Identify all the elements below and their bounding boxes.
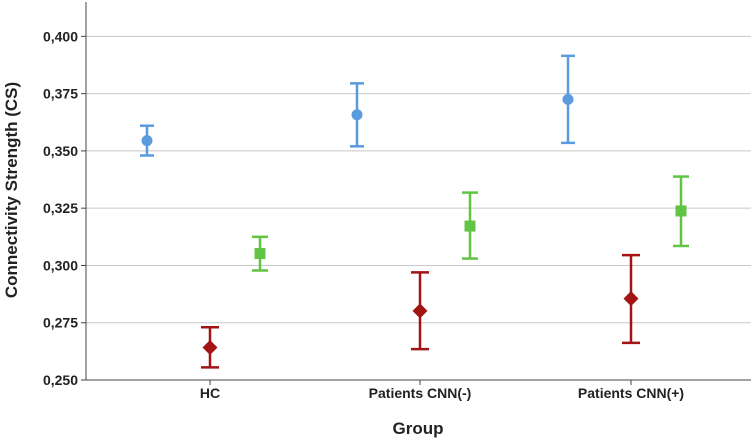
x-axis-title: Group xyxy=(393,419,444,438)
data-point-circle xyxy=(562,93,574,105)
data-point-square xyxy=(464,220,476,232)
x-category-label: Patients CNN(+) xyxy=(578,385,684,401)
series-circle xyxy=(140,54,575,157)
y-tick-labels: 0,250 0,275 0,300 0,325 0,350 0,375 0,400 xyxy=(43,28,78,388)
data-point-circle xyxy=(141,135,153,147)
series-diamond xyxy=(201,253,640,369)
x-category-label: HC xyxy=(200,385,220,401)
y-tick-label: 0,375 xyxy=(43,86,78,102)
y-tick-label: 0,300 xyxy=(43,257,78,273)
x-category-labels: HC Patients CNN(-) Patients CNN(+) xyxy=(200,385,684,401)
y-axis-title: Connectivity Strength (CS) xyxy=(2,82,21,298)
data-point-square xyxy=(254,248,266,260)
series-square xyxy=(252,175,689,272)
x-category-label: Patients CNN(-) xyxy=(369,385,472,401)
gridlines xyxy=(86,35,751,324)
data-point-diamond xyxy=(412,303,428,319)
y-tick-label: 0,250 xyxy=(43,372,78,388)
data-point-diamond xyxy=(202,339,218,355)
data-point-circle xyxy=(351,109,363,121)
data-point-diamond xyxy=(623,291,639,307)
y-tick-label: 0,350 xyxy=(43,143,78,159)
y-tick-label: 0,275 xyxy=(43,315,78,331)
series-marks xyxy=(140,54,689,369)
y-tick-label: 0,325 xyxy=(43,200,78,216)
y-tick-label: 0,400 xyxy=(43,28,78,44)
axes xyxy=(81,2,751,385)
data-point-square xyxy=(675,205,687,217)
